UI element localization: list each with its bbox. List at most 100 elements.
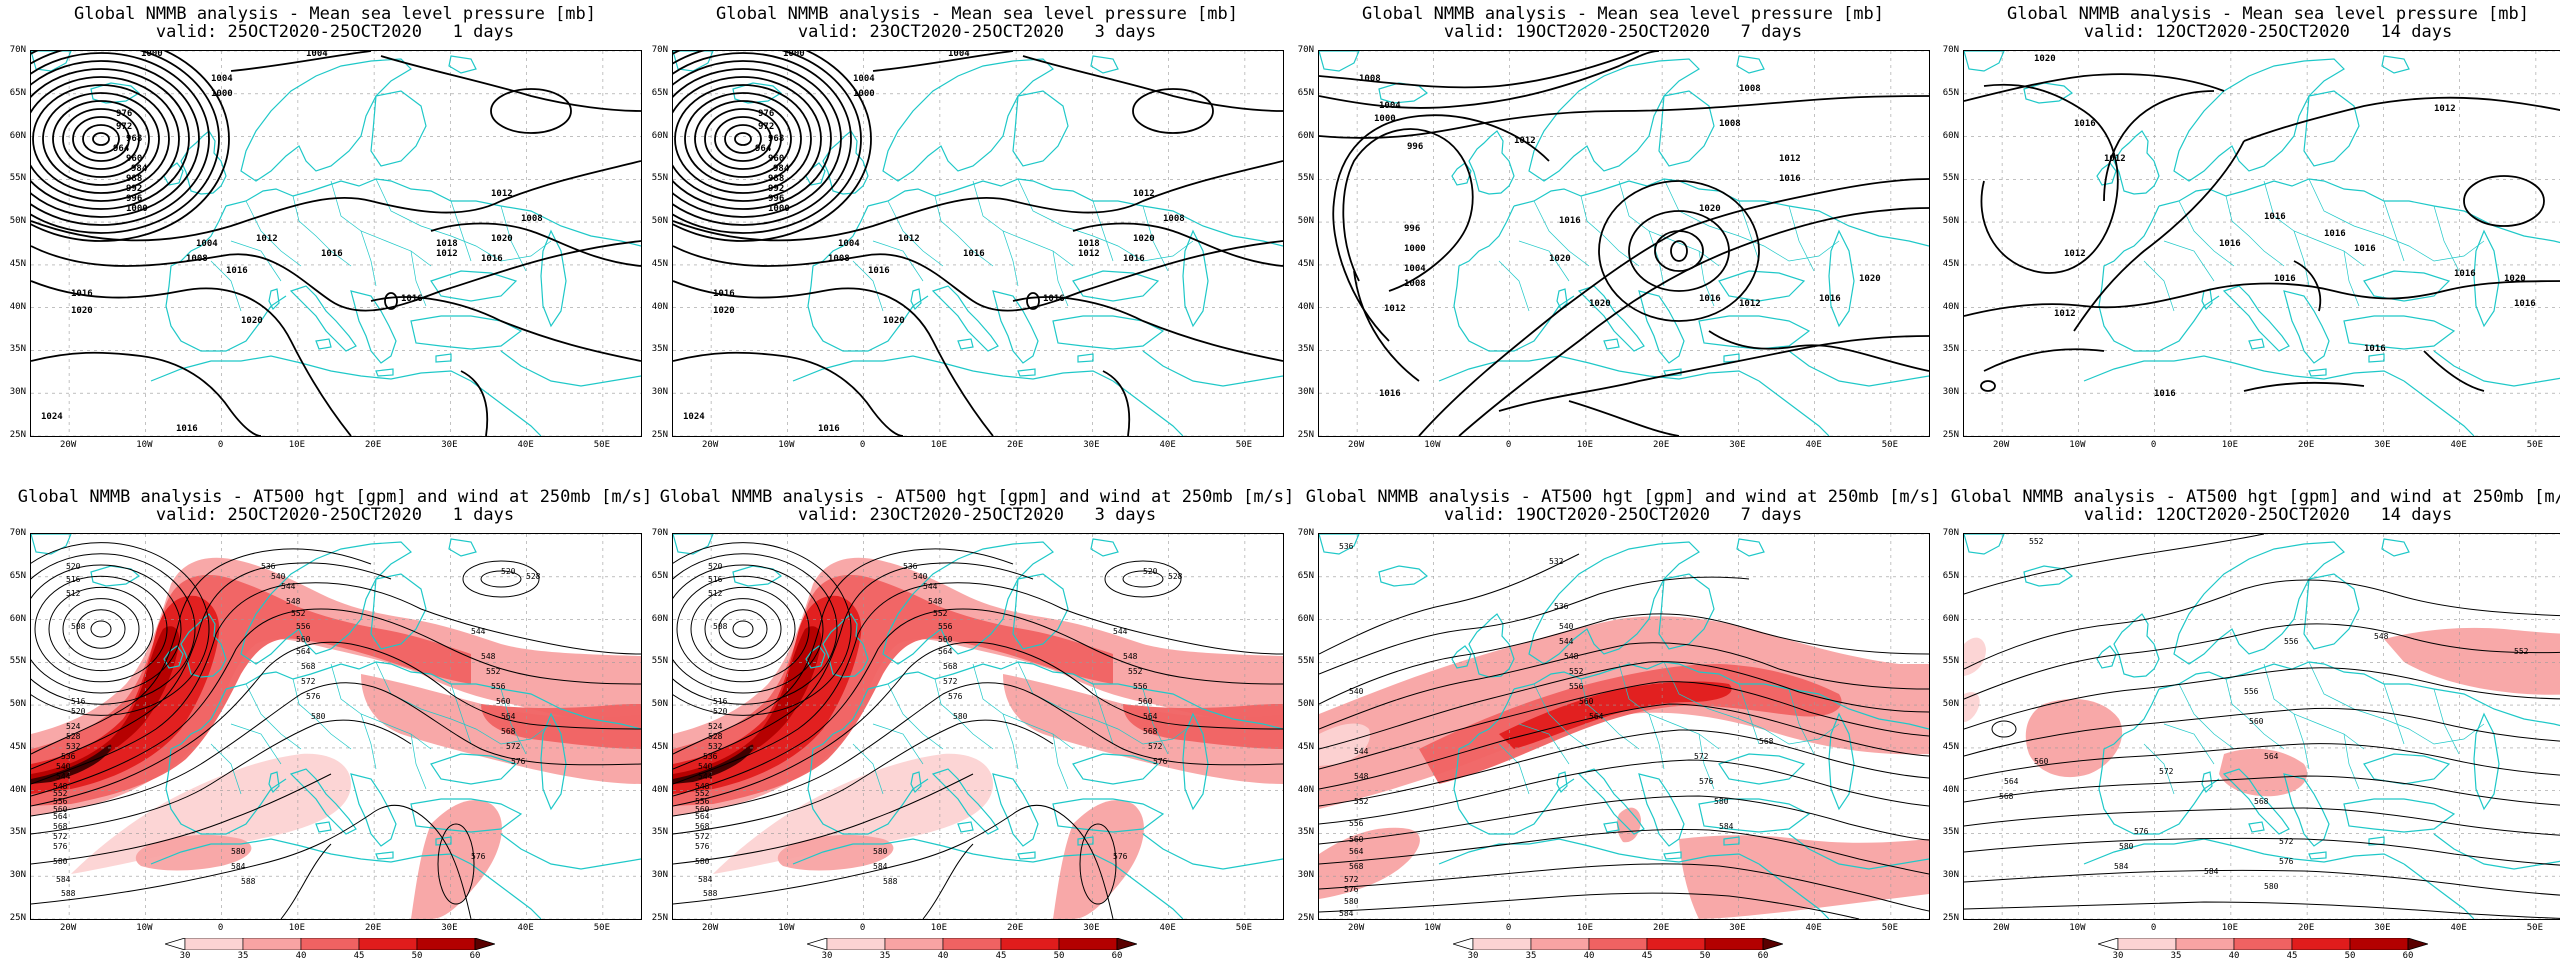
colorbar-swatch bbox=[184, 938, 244, 950]
contour-label: 548 bbox=[1354, 772, 1369, 781]
coastline bbox=[805, 645, 826, 669]
isobar-contour bbox=[460, 370, 489, 436]
panel-title: Global NMMB analysis - Mean sea level pr… bbox=[10, 5, 660, 41]
longitude-tick-label: 30E bbox=[2374, 923, 2391, 933]
coastline bbox=[1378, 565, 1429, 587]
country-border bbox=[1017, 178, 1194, 262]
country-border bbox=[887, 683, 944, 750]
contour-label: 528 bbox=[1168, 572, 1183, 581]
geopotential-contour bbox=[1319, 613, 1929, 705]
contour-label: 564 bbox=[1143, 712, 1158, 721]
contour-label: 1004 bbox=[196, 239, 218, 249]
coastline bbox=[910, 288, 922, 311]
country-border bbox=[1648, 713, 1665, 770]
geopotential-contour bbox=[31, 562, 392, 770]
coastline bbox=[2403, 380, 2475, 436]
longitude-tick-label: 10E bbox=[1576, 923, 1593, 933]
contour-label: 1024 bbox=[41, 412, 63, 422]
longitude-tick-label: 10W bbox=[778, 923, 795, 933]
country-border bbox=[972, 180, 1074, 267]
contour-label: 1004 bbox=[853, 74, 875, 84]
map-canvas: 1008 1004 1000 996 1012 1008 1008 1012 1016 1020 1… bbox=[1319, 51, 1929, 436]
geopotential-contour bbox=[1319, 729, 1929, 807]
isobar-contour bbox=[674, 84, 812, 194]
coastline bbox=[2201, 771, 2213, 794]
country-border bbox=[2178, 683, 2235, 750]
isobar-contour bbox=[230, 51, 372, 72]
wind-speed-area bbox=[411, 800, 502, 919]
wind-speed-colorbar bbox=[2098, 938, 2428, 950]
isobar-contour bbox=[2463, 175, 2545, 227]
geopotential-contour bbox=[704, 598, 782, 660]
coastline bbox=[1698, 315, 1811, 350]
country-border bbox=[360, 713, 377, 770]
country-border bbox=[292, 195, 352, 267]
contour-label: 1008 bbox=[828, 254, 850, 264]
contour-label: 1012 bbox=[898, 234, 920, 244]
country-border bbox=[2225, 195, 2285, 267]
contour-label: 528 bbox=[708, 732, 723, 741]
contour-label: 548 bbox=[53, 782, 68, 791]
geopotential-contour bbox=[673, 542, 852, 716]
coastline bbox=[375, 368, 394, 377]
contour-label: 1016 bbox=[2154, 389, 2176, 399]
coastline bbox=[2023, 565, 2074, 587]
coastline bbox=[1090, 55, 1119, 74]
longitude-tick-label: 50E bbox=[593, 440, 610, 450]
contour-label: 560 bbox=[2249, 717, 2264, 726]
latitude-tick-label: 45N bbox=[651, 741, 668, 752]
colorbar-tick-label: 35 bbox=[879, 951, 891, 961]
coastline bbox=[448, 538, 477, 557]
contour-label: 576 bbox=[695, 842, 710, 851]
coastline bbox=[90, 565, 141, 587]
contour-label: 1016 bbox=[481, 254, 503, 264]
contour-label: 568 bbox=[695, 822, 710, 831]
longitude-tick-label: 0 bbox=[1505, 923, 1512, 933]
isobar-contour bbox=[1568, 400, 1680, 436]
coastline bbox=[1828, 229, 1855, 328]
coastline bbox=[268, 771, 280, 794]
latitude-tick-label: 55N bbox=[651, 656, 668, 667]
contour-label: 964 bbox=[755, 144, 772, 154]
contour-label: 536 bbox=[261, 562, 276, 571]
contour-label: 540 bbox=[1349, 687, 1364, 696]
contour-label: 1016 bbox=[2074, 119, 2096, 129]
contour-label: 572 bbox=[1694, 752, 1709, 761]
isobar-contour bbox=[490, 88, 572, 134]
colorbar-swatch bbox=[1530, 938, 1590, 950]
geopotential-contour bbox=[31, 682, 641, 817]
latitude-tick-label: 30N bbox=[1942, 870, 1959, 881]
contour-label: 1012 bbox=[491, 189, 513, 199]
longitude-tick-label: 20W bbox=[1347, 440, 1365, 450]
coastline bbox=[1438, 838, 1760, 865]
contour-label: 1000 bbox=[1404, 244, 1426, 254]
geopotential-contour bbox=[1964, 807, 2560, 836]
coastline bbox=[732, 565, 783, 587]
isobar-contour bbox=[1012, 296, 1283, 362]
panel-title-line1: Global NMMB analysis - AT500 hgt [gpm] a… bbox=[17, 487, 653, 507]
colorbar-tick-label: 50 bbox=[1053, 951, 1065, 961]
coastline bbox=[165, 205, 287, 352]
colorbar-swatch bbox=[1472, 938, 1532, 950]
country-border bbox=[1002, 713, 1019, 770]
longitude-tick-label: 0 bbox=[217, 440, 224, 450]
isobar-contour bbox=[430, 222, 641, 267]
country-border bbox=[2163, 723, 2215, 765]
latitude-tick-label: 50N bbox=[651, 216, 668, 227]
contour-label: 1016 bbox=[2364, 344, 2386, 354]
coastline bbox=[1736, 538, 1765, 557]
colorbar-tick-label: 60 bbox=[2402, 951, 2414, 961]
latitude-tick-label: 55N bbox=[1942, 173, 1959, 184]
isobar-contour bbox=[380, 55, 641, 112]
colorbar-swatch bbox=[942, 938, 1002, 950]
contour-label: 1016 bbox=[1779, 174, 1801, 184]
longitude-tick-label: 10E bbox=[288, 440, 305, 450]
contour-label: 536 bbox=[1339, 542, 1354, 551]
colorbar-swatch bbox=[1000, 938, 1060, 950]
contour-label: 1008 bbox=[1163, 214, 1185, 224]
contour-label: 520 bbox=[501, 567, 516, 576]
wind-speed-area bbox=[31, 744, 112, 784]
coastline bbox=[1638, 773, 1685, 847]
coastline bbox=[2363, 270, 2451, 302]
contour-label: 972 bbox=[758, 122, 774, 132]
